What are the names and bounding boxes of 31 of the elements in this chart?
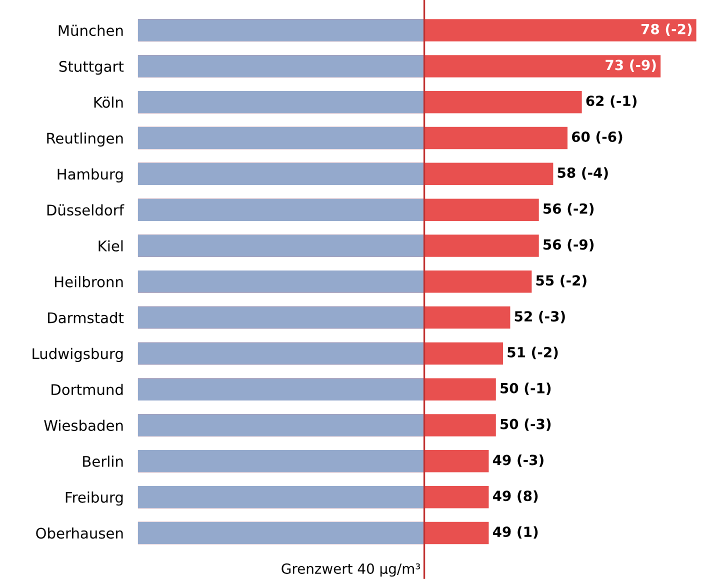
y-tick-label: Kiel (98, 240, 123, 252)
data-label: 56 (-9) (544, 239, 594, 252)
data-label: 49 (1) (492, 526, 538, 539)
y-tick-label: Oberhausen (36, 527, 123, 539)
y-tick-label: Heilbronn (55, 276, 123, 288)
y-tick-label: Berlin (83, 456, 123, 467)
data-label: 62 (-1) (586, 95, 636, 108)
data-label: 78 (-2) (641, 24, 692, 36)
data-label: 49 (8) (492, 490, 538, 503)
ref-line-label: Grenzwert 40 µg/m³ (282, 563, 420, 577)
data-label: 73 (-9) (606, 59, 656, 72)
data-label: 60 (-6) (572, 131, 622, 144)
y-tick-label: Köln (94, 96, 123, 108)
y-tick-label: Wiesbaden (44, 420, 123, 432)
data-label: 49 (-3) (492, 454, 544, 467)
data-label: 51 (-2) (508, 346, 558, 360)
y-tick-label: München (58, 24, 123, 36)
y-tick-label: Düsseldorf (47, 204, 124, 216)
y-tick-label: Darmstadt (48, 312, 124, 324)
data-label: 58 (-4) (558, 167, 608, 180)
y-tick-label: Stuttgart (59, 60, 124, 75)
y-tick-label: Ludwigsburg (32, 348, 123, 362)
data-label: 55 (-2) (536, 274, 586, 288)
data-label: 56 (-2) (544, 203, 594, 216)
data-label: 50 (-1) (500, 382, 551, 396)
y-tick-label: Dortmund (52, 384, 123, 396)
y-tick-label: Freiburg (66, 492, 123, 506)
y-tick-label: Reutlingen (47, 132, 123, 147)
data-label: 50 (-3) (500, 418, 551, 431)
y-tick-label: Hamburg (58, 168, 123, 182)
data-label: 52 (-3) (514, 310, 565, 324)
